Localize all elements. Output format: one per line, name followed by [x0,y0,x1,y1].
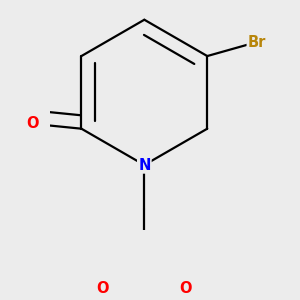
Text: O: O [97,281,109,296]
Text: N: N [138,158,151,172]
Text: Br: Br [248,35,266,50]
Text: O: O [179,281,192,296]
Text: O: O [27,116,39,131]
